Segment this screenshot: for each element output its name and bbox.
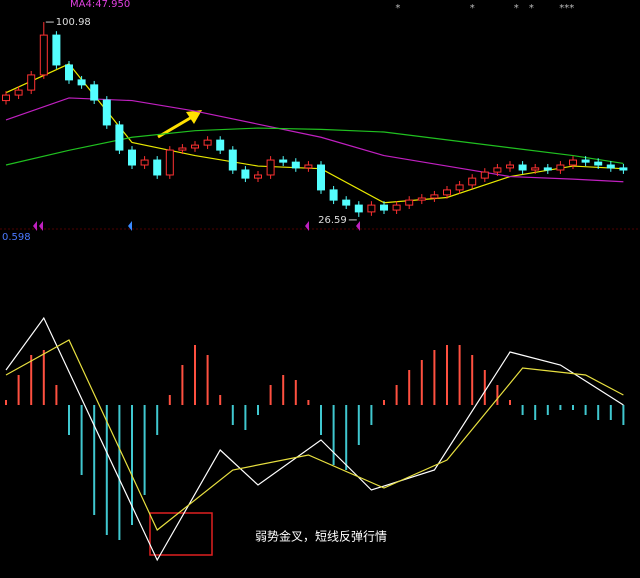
candle-body [165,149,174,176]
candle-body [304,164,313,169]
candle-body [216,139,225,151]
event-marker: *** [559,3,574,14]
candle-body [468,177,477,186]
candle-body [506,164,514,169]
candle-body [14,89,23,96]
signal-arrow [356,221,360,231]
candle-body [2,94,10,102]
candle-body [417,197,426,201]
candle-body [203,139,212,146]
macd-note: 弱势金叉，短线反弹行情 [255,529,387,544]
signal-arrow [128,221,132,231]
candle-body [178,147,187,151]
candle-body [279,159,288,163]
candle-body [153,159,162,176]
signal-arrow [305,221,309,231]
candle-body [392,204,401,211]
candle-body [367,204,376,213]
candle-body [380,204,388,211]
candle-body [140,159,149,166]
candle-body [191,144,199,149]
event-marker: * [470,3,475,14]
candle-body [405,199,414,206]
candle-body [39,34,48,76]
candle-body [291,161,300,169]
price-annotation: 100.98 [56,17,91,28]
candle-body [480,171,489,179]
candle-body [254,174,262,179]
candle-body [77,79,86,86]
indicator-line [5,339,624,531]
candle-body [556,164,565,171]
candle-body [430,194,439,199]
event-marker: * [395,3,400,14]
event-marker: * [529,3,534,14]
candle-body [128,149,136,166]
candle-body [65,64,73,81]
candle-body [455,184,464,191]
indicator-line [5,127,624,166]
price-header: MA4:47.950 [70,0,130,10]
signal-arrow [39,221,43,231]
price-annotation: 26.59 [318,215,347,226]
candle-body [543,167,552,171]
candle-body [329,189,338,201]
candle-body [493,167,502,173]
candle-body [342,199,351,206]
highlight-box [149,512,213,556]
candle-body [594,161,603,166]
candle-body [317,164,325,191]
candle-body [531,167,540,171]
candle-body [228,149,237,171]
candle-body [266,159,275,176]
macd-scale-label: 0.598 [2,232,31,243]
indicator-line [5,316,624,562]
event-marker: * [514,3,519,14]
candle-body [115,124,124,151]
candle-body [27,74,36,91]
indicator-line [5,97,624,183]
candle-body [518,164,527,171]
candle-body [443,189,451,196]
candle-body [619,167,628,171]
signal-arrow [33,221,37,231]
candle-body [606,164,615,169]
candle-body [241,169,250,179]
candle-body [90,84,99,101]
candle-body [102,99,111,126]
candle-body [52,34,61,66]
candle-body [569,159,577,166]
candle-body [581,159,590,163]
candle-body [354,204,363,213]
